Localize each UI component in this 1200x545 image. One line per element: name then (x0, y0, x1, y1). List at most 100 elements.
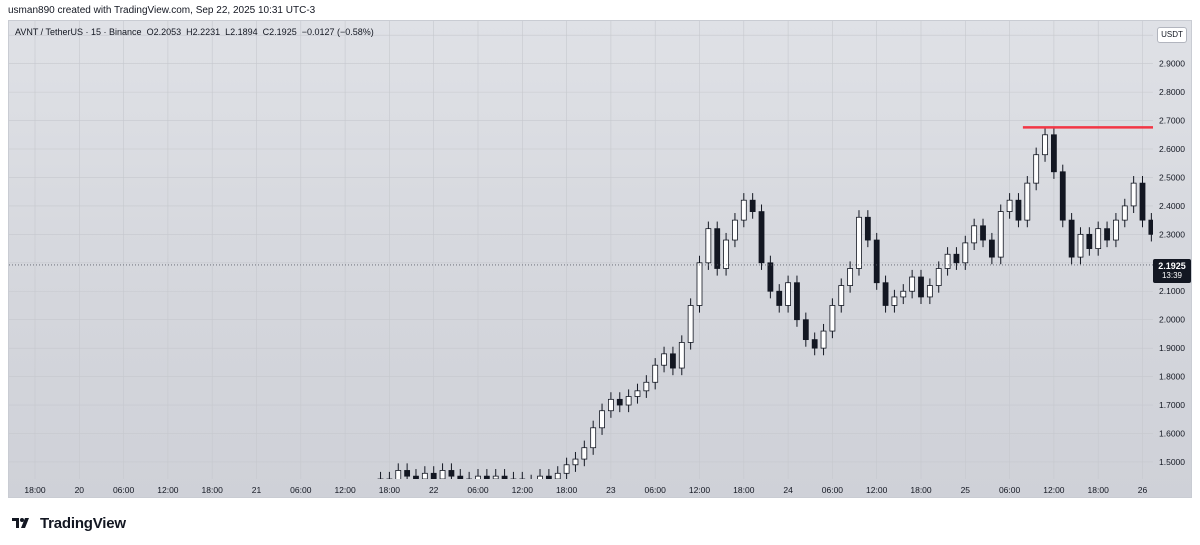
price-tick-label: 2.8000 (1159, 87, 1185, 97)
candle-body (1015, 199, 1022, 221)
candle-body (1104, 228, 1110, 241)
candle-body (1139, 182, 1146, 221)
candle-body (776, 290, 783, 306)
candle-body (608, 398, 614, 412)
candle-body (670, 353, 676, 369)
candle-body (1148, 219, 1153, 235)
candle-body (732, 219, 738, 241)
candle-body (935, 268, 942, 286)
candle-body (404, 470, 411, 477)
candle-body (1095, 228, 1102, 249)
time-tick-label: 12:00 (1043, 485, 1065, 495)
candle-body (891, 296, 898, 306)
brand-name: TradingView (40, 514, 126, 532)
price-change: −0.0127 (−0.58%) (301, 27, 374, 37)
time-tick-label: 18:00 (733, 485, 755, 495)
time-tick-label: 18:00 (379, 485, 401, 495)
candle-body (856, 216, 862, 269)
candle-body (687, 305, 694, 343)
candle-body (918, 276, 924, 298)
candle-body (590, 427, 597, 449)
symbol-name[interactable]: AVNT / TetherUS · 15 · Binance (15, 27, 142, 37)
last-price-tag: 2.1925 13:39 (1153, 258, 1191, 283)
candle-body (616, 398, 623, 406)
candle-body (794, 282, 800, 321)
time-tick-label: 06:00 (467, 485, 489, 495)
price-tick-label: 2.6000 (1159, 144, 1185, 154)
candle-body (1042, 134, 1048, 156)
candle-body (599, 410, 605, 429)
price-tick-label: 1.8000 (1159, 372, 1185, 382)
time-tick-label: 06:00 (822, 485, 844, 495)
time-tick-label: 12:00 (866, 485, 888, 495)
candle-body (1113, 219, 1119, 241)
price-tick-label: 2.1000 (1159, 286, 1185, 296)
candle-body (909, 276, 916, 292)
ohlc-high: H2.2231 (186, 27, 221, 37)
plot-area[interactable] (9, 21, 1153, 479)
tradingview-logo-icon (12, 518, 29, 528)
time-tick-label: 18:00 (24, 485, 46, 495)
candle-body (882, 282, 889, 306)
candle-body (944, 253, 951, 269)
time-axis[interactable]: 18:00 20 06:00 12:00 18:00 21 06:00 12:00 18:00 2… (9, 479, 1153, 499)
price-chart[interactable] (9, 21, 1153, 479)
candle-body (1086, 233, 1093, 249)
candle-body (696, 262, 703, 306)
candle-body (1077, 233, 1084, 258)
candle-body (811, 339, 818, 349)
candle-body (962, 242, 969, 264)
time-tick-label: 20 (75, 485, 85, 495)
chart-frame[interactable]: AVNT / TetherUS · 15 · Binance O2.2053 H… (8, 20, 1192, 498)
ohlc-open: O2.2053 (146, 27, 182, 37)
time-tick-label: 18:00 (556, 485, 578, 495)
time-tick-label: 12:00 (512, 485, 534, 495)
price-tick-label: 1.7000 (1159, 400, 1185, 410)
time-tick-label: 06:00 (645, 485, 667, 495)
candle-body (643, 381, 650, 392)
time-tick-label: 06:00 (999, 485, 1021, 495)
candle-body (864, 216, 871, 241)
candle-body (802, 319, 809, 341)
candle-body (1033, 154, 1040, 184)
candle-body (723, 239, 729, 269)
price-tick-label: 1.5000 (1159, 457, 1185, 467)
price-tick-label: 2.5000 (1159, 172, 1185, 182)
candle-body (820, 330, 827, 349)
time-tick-label: 26 (1138, 485, 1148, 495)
candle-body (1006, 199, 1013, 212)
time-tick-label: 06:00 (290, 485, 312, 495)
candle-body (652, 364, 659, 383)
currency-badge[interactable]: USDT (1157, 27, 1187, 43)
candle-timer: 13:39 (1161, 270, 1183, 280)
candle-body (988, 239, 995, 258)
candle-body (785, 282, 791, 306)
candle-body (749, 199, 756, 212)
candle-body (661, 353, 667, 366)
candle-body (767, 262, 774, 292)
candle-body (1121, 205, 1128, 221)
price-tick-label: 2.3000 (1159, 229, 1185, 239)
candle-body (572, 458, 579, 466)
candle-body (1051, 134, 1057, 173)
candle-body (997, 211, 1004, 258)
candle-body (448, 470, 455, 477)
candle-body (395, 470, 402, 479)
candle-body (971, 225, 978, 244)
candle-body (1059, 171, 1066, 221)
candle-body (581, 447, 588, 460)
time-tick-label: 24 (783, 485, 793, 495)
candle-body (847, 268, 854, 286)
candle-body (838, 285, 845, 306)
time-tick-label: 18:00 (910, 485, 932, 495)
candle-body (953, 253, 960, 264)
candle-body (563, 464, 570, 474)
candle-body (1068, 219, 1075, 258)
candle-body (758, 211, 765, 264)
time-tick-label: 06:00 (113, 485, 135, 495)
candle-body (714, 228, 721, 269)
candle-body (705, 228, 712, 264)
symbol-legend: AVNT / TetherUS · 15 · Binance O2.2053 H… (15, 27, 374, 37)
time-tick-label: 12:00 (689, 485, 711, 495)
candle-body (625, 396, 632, 406)
